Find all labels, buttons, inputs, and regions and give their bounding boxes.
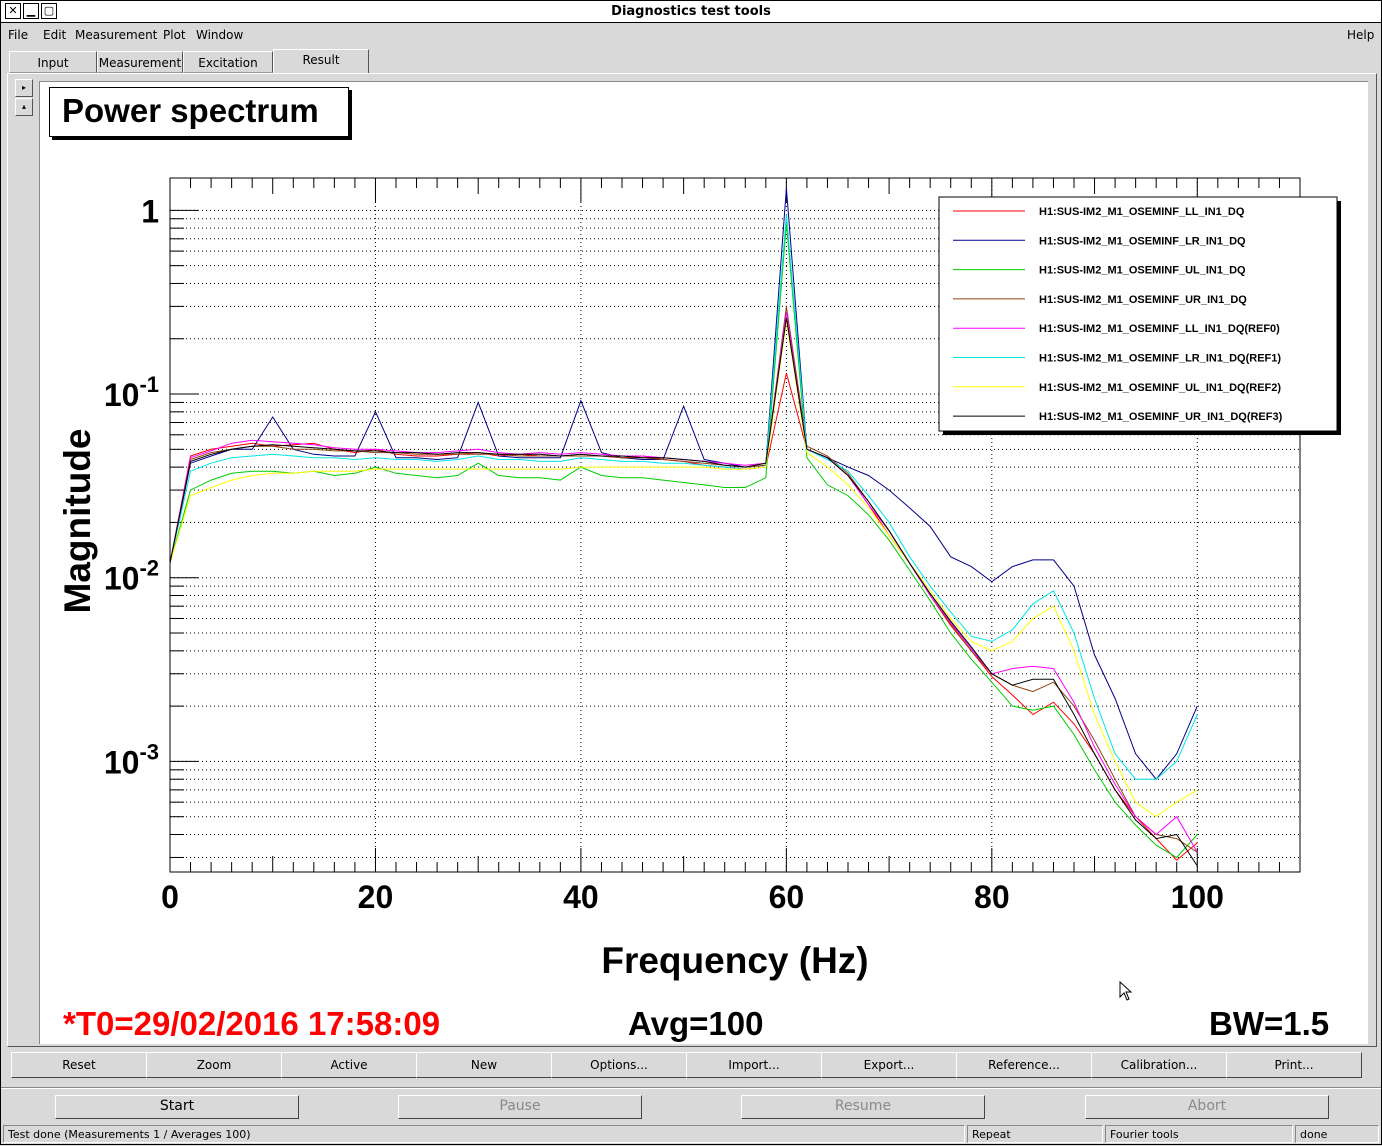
new-button[interactable]: New bbox=[416, 1052, 552, 1078]
close-icon[interactable]: ✕ bbox=[5, 3, 21, 19]
options-button[interactable]: Options... bbox=[551, 1052, 687, 1078]
plot-canvas[interactable] bbox=[39, 81, 1368, 1044]
tab-result[interactable]: Result bbox=[273, 49, 369, 73]
separator bbox=[1, 1087, 1381, 1089]
active-button[interactable]: Active bbox=[281, 1052, 417, 1078]
t0-label: *T0=29/02/2016 17:58:09 bbox=[63, 1005, 441, 1042]
status-repeat: Repeat bbox=[967, 1125, 1103, 1143]
status-message: Test done (Measurements 1 / Averages 100… bbox=[3, 1125, 965, 1143]
maximize-icon[interactable]: ▢ bbox=[41, 3, 57, 19]
menu-edit[interactable]: Edit bbox=[43, 28, 67, 42]
menu-measurement[interactable]: Measurement bbox=[75, 28, 158, 42]
calibration-button[interactable]: Calibration... bbox=[1091, 1052, 1227, 1078]
tab-excitation[interactable]: Excitation bbox=[183, 51, 273, 73]
bw-label: BW=1.5 bbox=[1209, 1005, 1330, 1042]
plot-title: Power spectrum bbox=[49, 87, 349, 137]
status-done: done bbox=[1295, 1125, 1379, 1143]
menu-bar: File Edit Measurement Plot Window Help bbox=[1, 23, 1381, 45]
menu-window[interactable]: Window bbox=[196, 28, 244, 42]
abort-button[interactable]: Abort bbox=[1085, 1095, 1329, 1119]
avg-label: Avg=100 bbox=[628, 1005, 764, 1042]
start-button[interactable]: Start bbox=[55, 1095, 299, 1119]
import-button[interactable]: Import... bbox=[686, 1052, 822, 1078]
export-button[interactable]: Export... bbox=[821, 1052, 957, 1078]
pause-button[interactable]: Pause bbox=[398, 1095, 642, 1119]
reference-button[interactable]: Reference... bbox=[956, 1052, 1092, 1078]
menu-help[interactable]: Help bbox=[1347, 28, 1375, 42]
plot-button-row: Reset Zoom Active New Options... Import.… bbox=[11, 1052, 1363, 1078]
tab-measurement[interactable]: Measurement bbox=[97, 51, 183, 73]
mouse-cursor-icon bbox=[1119, 981, 1133, 1001]
expand-right-icon[interactable]: ▸ bbox=[15, 79, 33, 97]
status-fourier: Fourier tools bbox=[1105, 1125, 1293, 1143]
title-bar: ✕ ▁ ▢ Diagnostics test tools bbox=[1, 1, 1381, 23]
menu-file[interactable]: File bbox=[8, 28, 29, 42]
expand-up-icon[interactable]: ▴ bbox=[15, 98, 33, 116]
reset-button[interactable]: Reset bbox=[11, 1052, 147, 1078]
result-panel bbox=[7, 73, 1377, 1047]
resume-button[interactable]: Resume bbox=[741, 1095, 985, 1119]
window-title: Diagnostics test tools bbox=[611, 4, 771, 19]
menu-plot[interactable]: Plot bbox=[163, 28, 186, 42]
zoom-button[interactable]: Zoom bbox=[146, 1052, 282, 1078]
tab-input[interactable]: Input bbox=[9, 51, 97, 73]
print-button[interactable]: Print... bbox=[1226, 1052, 1362, 1078]
minimize-icon[interactable]: ▁ bbox=[23, 3, 39, 19]
